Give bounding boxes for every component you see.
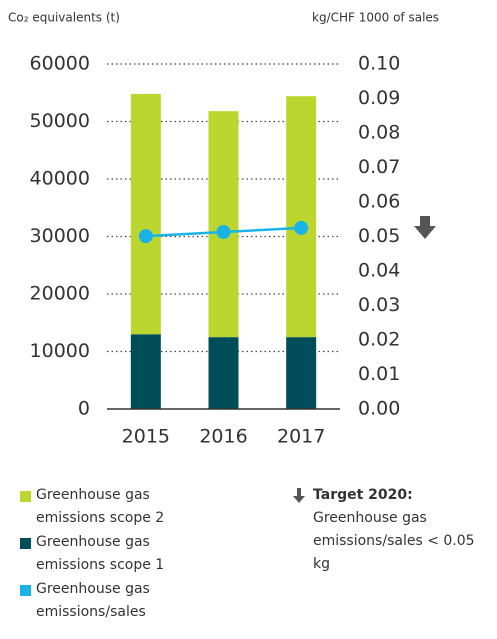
y2-tick-label: 0.05	[358, 225, 400, 247]
y-tick-label: 60000	[30, 53, 90, 75]
target-label: Target 2020:	[313, 487, 413, 503]
y2-tick-label: 0.07	[358, 156, 400, 178]
legend-label: Greenhouse gas emissions scope 2	[36, 487, 165, 526]
legend-label: Greenhouse gas emissions/sales	[36, 581, 150, 620]
x-tick-label: 2016	[199, 426, 247, 448]
bar-segment	[130, 334, 161, 409]
legend-swatch	[20, 491, 31, 502]
y2-tick-label: 0.03	[358, 294, 400, 316]
line-point	[294, 220, 309, 235]
y2-tick-label: 0.02	[358, 329, 400, 351]
y2-axis-label: kg/CHF 1000 of sales	[312, 11, 439, 25]
target-text: Greenhouse gas emissions/sales < 0.05 kg	[313, 510, 475, 572]
y2-tick-label: 0.01	[358, 363, 400, 385]
y-tick-label: 0	[78, 398, 90, 420]
y-tick-label: 10000	[30, 340, 90, 362]
target-arrow	[293, 488, 305, 503]
y2-tick-label: 0.09	[358, 87, 400, 109]
y-tick-label: 30000	[30, 225, 90, 247]
legend-item: Greenhouse gas emissions/sales	[20, 578, 196, 624]
legend-swatch	[20, 585, 31, 596]
y2-tick-label: 0.06	[358, 191, 400, 213]
legend-swatch	[20, 538, 31, 549]
bar-segment	[208, 337, 239, 409]
bar-segment	[286, 337, 317, 409]
target-note: Target 2020: Greenhouse gas emissions/sa…	[292, 484, 492, 576]
x-tick-label: 2015	[122, 426, 170, 448]
legend-item: Greenhouse gas emissions scope 2	[20, 484, 196, 530]
y-tick-label: 20000	[30, 283, 90, 305]
y2-tick-label: 0.04	[358, 260, 400, 282]
line-point	[216, 225, 231, 240]
target-arrow-icon	[414, 216, 436, 239]
bar-segment	[286, 96, 317, 338]
y-axis-label: Co₂ equivalents (t)	[8, 11, 120, 25]
y2-tick-label: 0.00	[358, 398, 400, 420]
chart: Co₂ equivalents (t) kg/CHF 1000 of sales…	[8, 11, 439, 448]
y-tick-label: 50000	[30, 110, 90, 132]
bar-segment	[130, 93, 161, 335]
y-tick-label: 40000	[30, 168, 90, 190]
y2-tick-label: 0.08	[358, 122, 400, 144]
x-tick-label: 2017	[277, 426, 325, 448]
bar-segment	[208, 111, 239, 338]
legend-label: Greenhouse gas emissions scope 1	[36, 534, 165, 573]
line-point	[138, 229, 153, 244]
legend-item: Greenhouse gas emissions scope 1	[20, 531, 196, 577]
y2-tick-label: 0.10	[358, 53, 400, 75]
